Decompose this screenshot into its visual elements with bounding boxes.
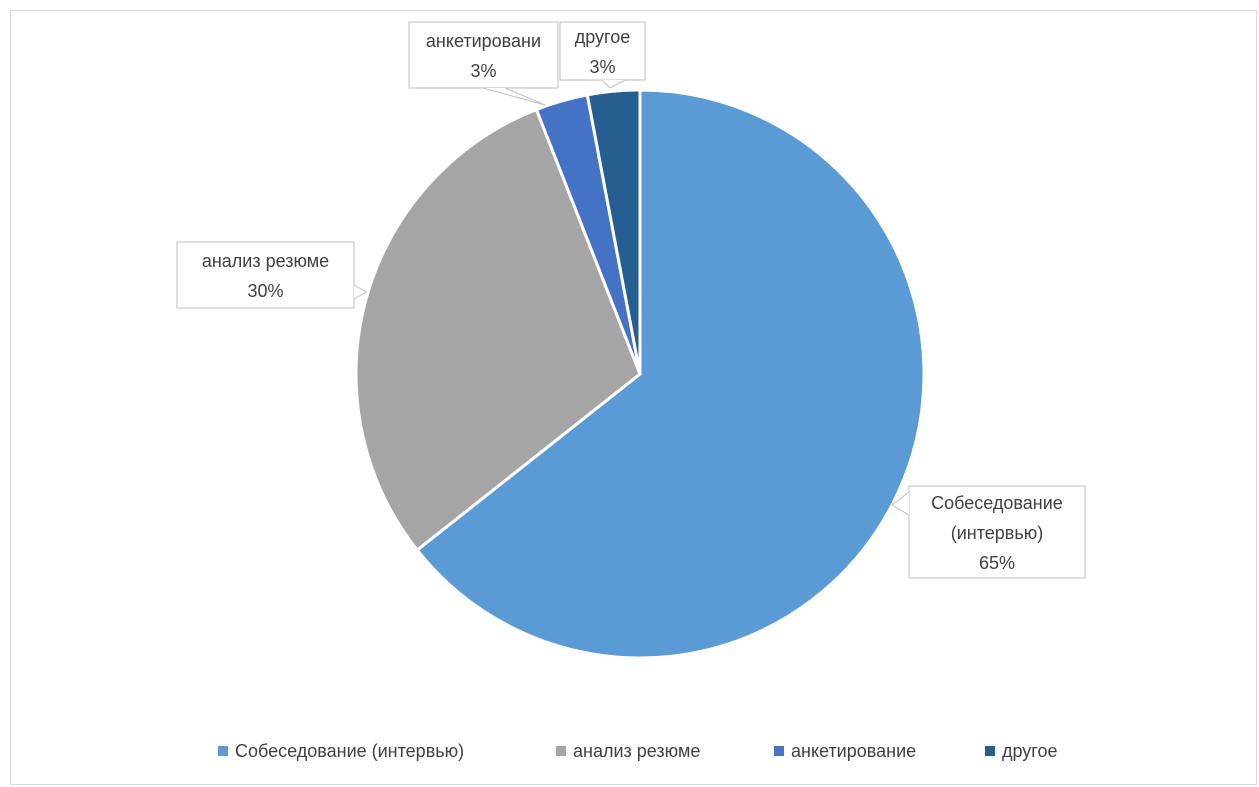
legend-item-3: анкетирование (774, 741, 916, 761)
legend-swatch (218, 746, 228, 756)
data-label-box (176, 241, 355, 309)
data-label-text: 3% (589, 57, 615, 77)
legend-label: Собеседование (интервью) (235, 741, 464, 761)
data-label-text: 65% (979, 553, 1015, 573)
data-label-text: 3% (470, 61, 496, 81)
data-label-box (408, 21, 559, 89)
legend-item-2: анализ резюме (556, 741, 700, 761)
legend-item-1: Собеседование (интервью) (218, 741, 464, 761)
data-label-pointer (482, 87, 546, 106)
pie-slice-2 (354, 108, 642, 552)
data-label-text: (интервью) (951, 523, 1044, 543)
data-label-text: другое (575, 27, 631, 47)
data-label-text: Собеседование (931, 493, 1063, 513)
data-label-callout-1: Собеседование (интервью) 65% (891, 485, 1086, 579)
data-label-text: 30% (247, 281, 283, 301)
data-label-callout-4: другое 3% (559, 21, 646, 89)
data-label-pointer (601, 79, 626, 89)
pie-slice-4 (585, 88, 642, 376)
data-label-callout-2: анализ резюме 30% (176, 241, 367, 309)
data-label-box (908, 485, 1086, 579)
data-label-pointer (891, 491, 910, 516)
data-label-callout-3: анкетировани 3% (408, 21, 559, 106)
data-label-box (559, 21, 646, 81)
legend-swatch (774, 746, 784, 756)
data-label-text: анализ резюме (202, 251, 329, 271)
legend-swatch (985, 746, 995, 756)
legend-swatch (556, 746, 566, 756)
data-label-text: анкетировани (426, 31, 541, 51)
legend-label: анализ резюме (573, 741, 700, 761)
legend-label: другое (1002, 741, 1058, 761)
legend-label: анкетирование (791, 741, 916, 761)
data-label-pointer (353, 284, 367, 300)
legend-item-4: другое (985, 741, 1058, 761)
pie-slice-1 (415, 88, 926, 660)
